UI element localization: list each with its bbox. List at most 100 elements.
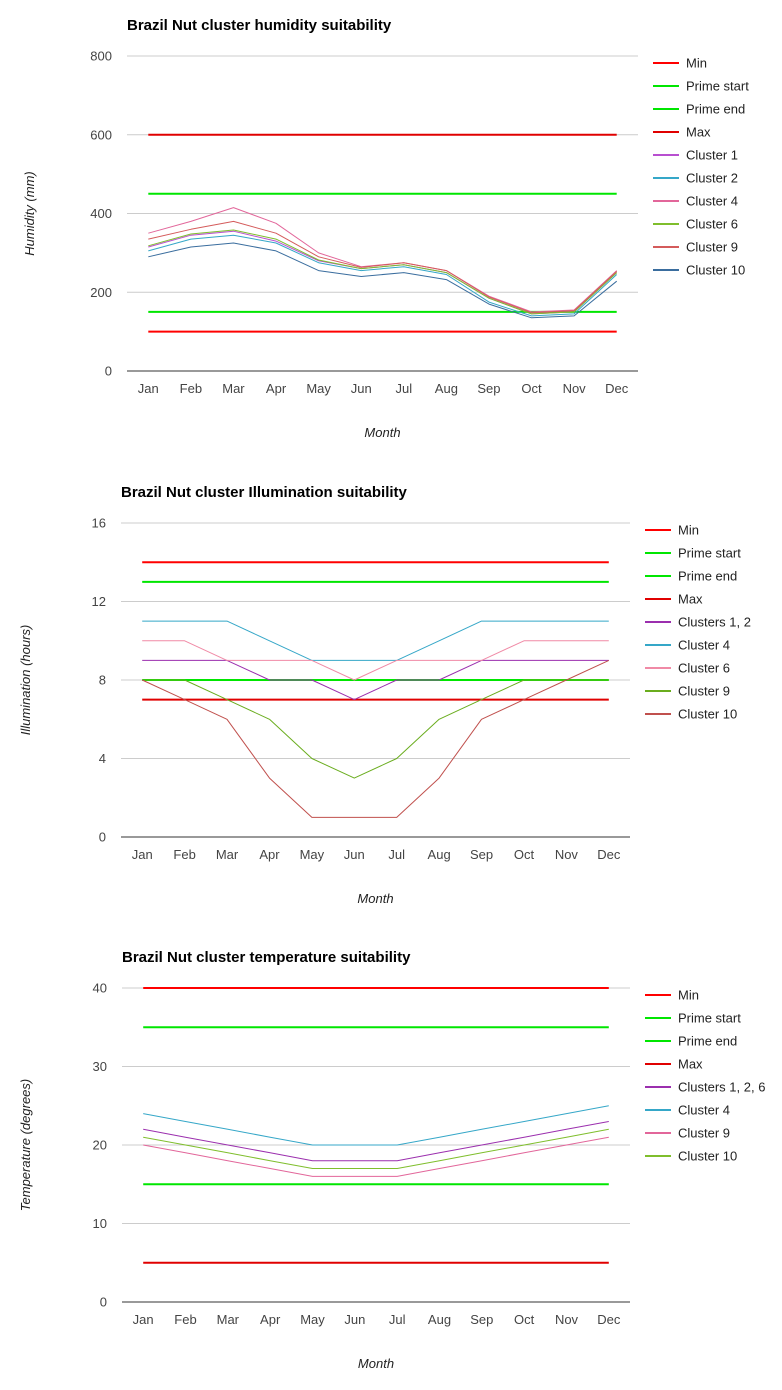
legend: Min Prime start Prime end Max Cluster 1 Clust… [653,56,749,278]
x-tick-label: Feb [180,381,202,396]
x-tick-label: Dec [597,847,621,862]
series-line-cluster-4 [148,207,618,313]
legend: Min Prime start Prime end Max Clusters 1, 2 C… [645,523,751,722]
x-tick-label: Mar [216,847,239,862]
legend-label: Min [678,988,699,1003]
legend-label: Max [678,592,703,607]
x-tick-label: Jun [351,381,372,396]
series-line-clusters-1-2 [142,659,609,701]
series-line-cluster-4 [143,1105,609,1146]
legend-label: Cluster 10 [678,1149,737,1164]
x-tick-label: Aug [428,1312,451,1327]
x-tick-label: Jan [138,381,159,396]
legend-label: Cluster 4 [678,638,730,653]
y-tick-label: 16 [92,516,106,531]
chart-1: Brazil Nut cluster humidity suitability 0… [22,17,749,440]
legend-label: Min [686,56,707,71]
series-line-cluster-6 [148,229,618,315]
x-tick-label: Sep [470,847,493,862]
x-tick-label: Mar [217,1312,240,1327]
chart-3: Brazil Nut cluster temperature suitabili… [18,949,765,1371]
chart-title: Brazil Nut cluster Illumination suitabil… [121,484,408,501]
y-tick-label: 10 [93,1216,107,1231]
y-tick-label: 600 [90,127,112,142]
chart-title: Brazil Nut cluster humidity suitability [127,17,392,34]
chart-title: Brazil Nut cluster temperature suitabili… [122,949,411,966]
series-line-cluster-10 [148,242,618,319]
y-tick-label: 30 [93,1059,107,1074]
x-tick-label: Nov [563,381,587,396]
legend-label: Cluster 1 [686,148,738,163]
x-tick-label: Apr [260,1312,281,1327]
legend-label: Prime start [678,546,741,561]
x-tick-label: Mar [222,381,245,396]
x-tick-label: Jul [395,381,412,396]
x-tick-label: Oct [521,381,542,396]
y-tick-label: 20 [93,1138,107,1153]
y-tick-label: 400 [90,206,112,221]
x-axis-title: Month [358,1356,394,1371]
series-line-cluster-10 [141,659,610,818]
series-line-cluster-9 [142,679,609,779]
y-tick-label: 4 [99,751,106,766]
legend-label: Prime start [678,1011,741,1026]
y-tick-label: 8 [99,673,106,688]
x-tick-label: Apr [266,381,287,396]
x-tick-label: Jun [344,847,365,862]
y-tick-label: 12 [92,594,106,609]
series-line-cluster-9 [148,220,618,314]
series-line-cluster-4 [142,620,609,661]
legend-label: Prime end [686,102,745,117]
legend-label: Clusters 1, 2, 6 [678,1080,765,1095]
x-tick-label: Jul [388,847,405,862]
legend-label: Cluster 6 [686,217,738,232]
series-line-cluster-6 [142,640,609,681]
y-axis-title: Illumination (hours) [18,625,33,736]
legend-label: Cluster 4 [686,194,738,209]
x-tick-label: Feb [174,1312,196,1327]
series-line-cluster-2 [148,234,618,317]
legend-label: Clusters 1, 2 [678,615,751,630]
legend-label: Cluster 10 [678,707,737,722]
y-axis-title: Humidity (mm) [22,171,37,256]
legend-label: Cluster 4 [678,1103,730,1118]
x-tick-label: Jun [344,1312,365,1327]
y-tick-label: 800 [90,49,112,64]
series-line-cluster-1 [148,230,618,315]
x-tick-label: May [306,381,331,396]
legend-label: Cluster 9 [678,1126,730,1141]
legend: Min Prime start Prime end Max Clusters 1, 2,… [645,988,765,1164]
y-tick-label: 200 [90,285,112,300]
legend-label: Min [678,523,699,538]
x-tick-label: Oct [514,1312,535,1327]
x-tick-label: May [300,847,325,862]
y-axis-title: Temperature (degrees) [18,1079,33,1211]
chart-2: Brazil Nut cluster Illumination suitabil… [18,484,751,906]
legend-label: Prime end [678,1034,737,1049]
x-tick-label: Dec [597,1312,621,1327]
legend-label: Cluster 2 [686,171,738,186]
series-line-cluster-10 [143,1128,609,1169]
legend-label: Max [678,1057,703,1072]
x-tick-label: Nov [555,1312,579,1327]
series-line-clusters-1-2-6 [143,1121,609,1162]
y-tick-label: 0 [99,830,106,845]
y-tick-label: 0 [100,1295,107,1310]
legend-label: Cluster 9 [678,684,730,699]
legend-label: Max [686,125,711,140]
y-tick-label: 40 [93,981,107,996]
x-tick-label: Nov [555,847,579,862]
x-tick-label: Sep [477,381,500,396]
x-axis-title: Month [364,425,400,440]
x-tick-label: Sep [470,1312,493,1327]
legend-label: Cluster 9 [686,240,738,255]
x-tick-label: May [300,1312,325,1327]
legend-label: Cluster 10 [686,263,745,278]
legend-label: Cluster 6 [678,661,730,676]
y-tick-label: 0 [105,364,112,379]
x-tick-label: Feb [173,847,195,862]
x-tick-label: Aug [428,847,451,862]
x-tick-label: Jul [389,1312,406,1327]
x-tick-label: Aug [435,381,458,396]
